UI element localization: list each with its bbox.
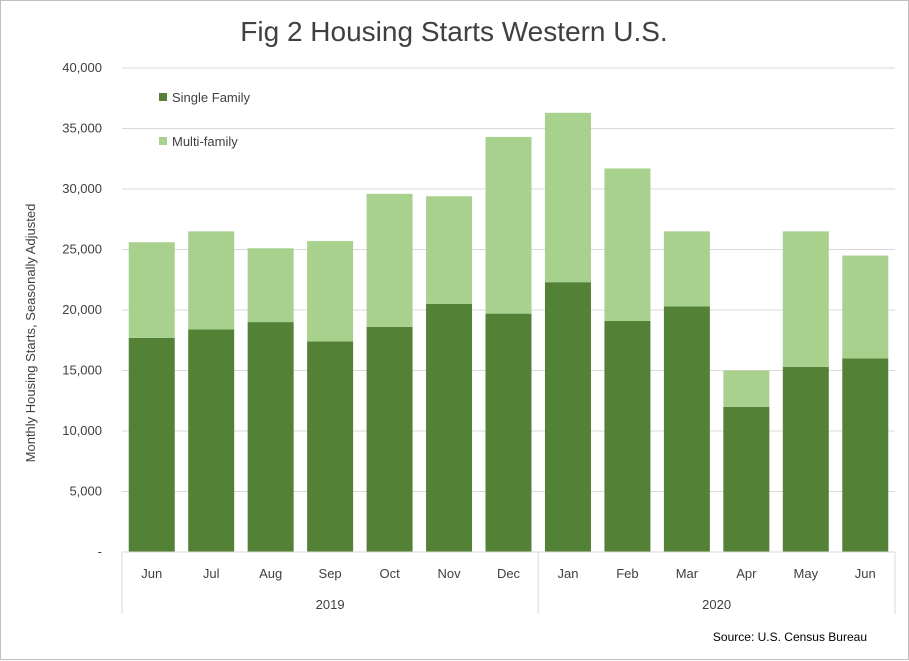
x-tick-label: Jul: [203, 566, 220, 581]
bar-single-family: [782, 366, 829, 552]
bar-single-family: [366, 326, 413, 552]
bar-single-family: [604, 320, 651, 552]
bar-multi-family: [723, 370, 770, 407]
legend-swatch: [159, 137, 167, 145]
x-axis: Jun Jul Aug Sep Oct Nov Dec Jan Feb Mar Apr May Jun 2…: [121, 551, 896, 614]
x-tick-label: Mar: [676, 566, 699, 581]
bar-single-family: [128, 337, 175, 552]
chart-title: Fig 2 Housing Starts Western U.S.: [240, 16, 667, 47]
x-tick-label: Nov: [437, 566, 461, 581]
group-label: 2020: [702, 597, 731, 612]
bar-multi-family: [782, 231, 829, 367]
y-tick-label: -: [98, 544, 102, 559]
legend: Single Family Multi-family: [159, 90, 251, 149]
y-tick-label: 15,000: [62, 363, 102, 378]
y-tick-label: 10,000: [62, 423, 102, 438]
x-tick-label: Sep: [319, 566, 342, 581]
bar-multi-family: [247, 248, 294, 323]
bar-multi-family: [604, 168, 651, 321]
source-note: Source: U.S. Census Bureau: [713, 630, 867, 644]
y-tick-label: 25,000: [62, 242, 102, 257]
bar-multi-family: [485, 136, 532, 314]
bars: [128, 112, 889, 552]
bar-single-family: [544, 282, 591, 552]
bar-multi-family: [366, 193, 413, 327]
x-tick-label: May: [794, 566, 819, 581]
y-tick-label: 30,000: [62, 181, 102, 196]
bar-multi-family: [842, 255, 889, 359]
x-tick-label: Jan: [557, 566, 578, 581]
x-tick-label: Dec: [497, 566, 521, 581]
legend-label: Multi-family: [172, 134, 238, 149]
legend-label: Single Family: [172, 90, 251, 105]
y-axis-title: Monthly Housing Starts, Seasonally Adjus…: [23, 204, 38, 463]
bar-multi-family: [188, 231, 235, 330]
x-tick-label: Jun: [855, 566, 876, 581]
bar-single-family: [485, 313, 532, 552]
x-tick-label: Jun: [141, 566, 162, 581]
bar-single-family: [723, 406, 770, 552]
bar-multi-family: [663, 231, 710, 307]
y-tick-label: 35,000: [62, 121, 102, 136]
bar-single-family: [307, 341, 354, 552]
bar-single-family: [842, 358, 889, 552]
group-label: 2019: [316, 597, 345, 612]
y-tick-label: 20,000: [62, 302, 102, 317]
x-tick-label: Aug: [259, 566, 282, 581]
x-tick-label: Feb: [616, 566, 638, 581]
bar-single-family: [247, 322, 294, 552]
bar-multi-family: [426, 196, 473, 304]
bar-single-family: [663, 306, 710, 552]
bar-single-family: [426, 303, 473, 552]
bar-single-family: [188, 329, 235, 552]
x-tick-label: Oct: [379, 566, 400, 581]
legend-swatch: [159, 93, 167, 101]
bar-multi-family: [544, 112, 591, 283]
bar-multi-family: [307, 241, 354, 342]
y-tick-label: 40,000: [62, 60, 102, 75]
bar-multi-family: [128, 242, 175, 338]
y-tick-label: 5,000: [69, 484, 102, 499]
x-tick-label: Apr: [736, 566, 757, 581]
